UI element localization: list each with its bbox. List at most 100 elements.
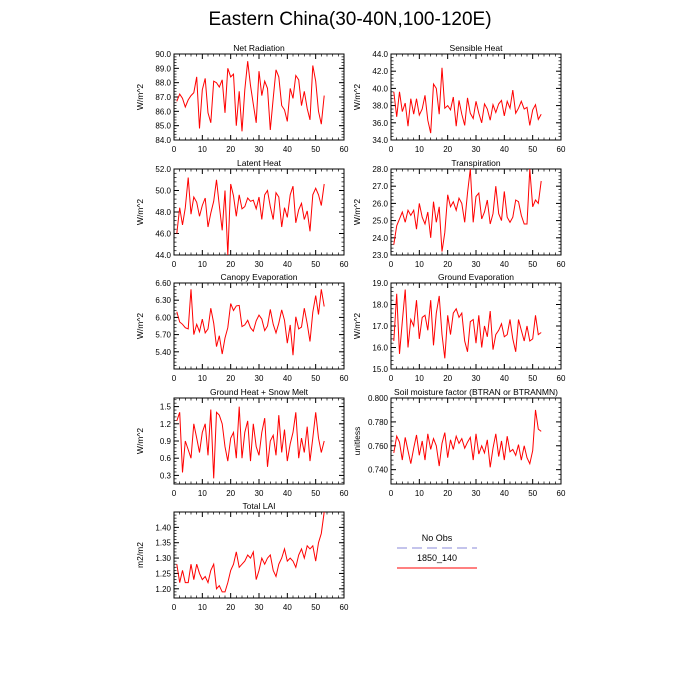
y-tick-label: 0.9 (160, 437, 172, 446)
panel-title: Total LAI (242, 501, 275, 511)
panel-6: Ground Evaporation W/m^2 0 10 20 30 40 50 60 15.0… (352, 272, 566, 383)
panel-title: Transpiration (451, 158, 501, 168)
x-tick-label: 20 (443, 260, 452, 269)
panel-8: Soil moisture factor (BTRAN or BTRANMN) u… (352, 387, 566, 498)
y-tick-label: 6.30 (155, 296, 171, 305)
y-tick-label: 0.3 (160, 471, 172, 480)
x-tick-label: 20 (226, 374, 235, 383)
y-tick-label: 1.2 (160, 420, 172, 429)
panel-title: Soil moisture factor (BTRAN or BTRANMN) (394, 387, 558, 397)
y-tick-label: 1.40 (155, 523, 171, 532)
panel-5: Canopy Evaporation W/m^2 0 10 20 30 40 50 60 5.40… (135, 272, 349, 383)
x-tick-label: 40 (283, 489, 292, 498)
y-axis-label: W/m^2 (352, 313, 362, 339)
y-tick-label: 34.0 (372, 136, 388, 145)
x-tick-label: 10 (198, 489, 207, 498)
legend: No Obs 1850_140 (397, 533, 477, 569)
y-tick-label: 27.0 (372, 182, 388, 191)
panel-7: Ground Heat + Snow Melt W/m^2 0 10 20 30 40 50 6… (135, 387, 349, 498)
y-tick-label: 36.0 (372, 119, 388, 128)
x-tick-label: 50 (311, 145, 320, 154)
plot-frame (173, 282, 345, 370)
series-line-1850_140 (393, 168, 542, 252)
y-tick-label: 40.0 (372, 84, 388, 93)
y-tick-label: 26.0 (372, 199, 388, 208)
x-tick-label: 0 (389, 489, 394, 498)
x-tick-label: 20 (226, 145, 235, 154)
y-tick-label: 1.35 (155, 539, 171, 548)
x-tick-label: 60 (340, 489, 349, 498)
x-tick-label: 10 (198, 603, 207, 612)
y-tick-label: 19.0 (372, 279, 388, 288)
series-line-1850_140 (176, 61, 325, 132)
y-tick-label: 16.0 (372, 344, 388, 353)
x-tick-label: 50 (311, 374, 320, 383)
x-tick-label: 20 (226, 489, 235, 498)
plot-frame (173, 168, 345, 256)
x-tick-label: 50 (528, 145, 537, 154)
y-tick-label: 1.25 (155, 569, 171, 578)
x-tick-label: 30 (472, 260, 481, 269)
y-tick-label: 87.0 (155, 93, 171, 102)
y-tick-label: 84.0 (155, 136, 171, 145)
x-tick-label: 40 (283, 145, 292, 154)
y-tick-label: 15.0 (372, 365, 388, 374)
legend-model-label: 1850_140 (417, 553, 457, 563)
x-tick-label: 0 (172, 603, 177, 612)
x-tick-label: 20 (443, 145, 452, 154)
y-axis-label: m2/m2 (135, 542, 145, 568)
x-tick-label: 40 (283, 374, 292, 383)
x-tick-label: 30 (255, 260, 264, 269)
x-tick-label: 40 (500, 145, 509, 154)
y-tick-label: 89.0 (155, 64, 171, 73)
y-tick-label: 0.780 (368, 418, 389, 427)
x-tick-label: 30 (255, 145, 264, 154)
x-tick-label: 50 (311, 489, 320, 498)
x-tick-label: 50 (528, 374, 537, 383)
x-tick-label: 20 (226, 260, 235, 269)
x-tick-label: 0 (389, 145, 394, 154)
y-tick-label: 28.0 (372, 165, 388, 174)
x-tick-label: 30 (255, 603, 264, 612)
y-tick-label: 6.60 (155, 279, 171, 288)
x-tick-label: 10 (415, 374, 424, 383)
x-tick-label: 40 (283, 260, 292, 269)
x-tick-label: 20 (226, 603, 235, 612)
series-line-1850_140 (176, 511, 325, 593)
y-tick-label: 23.0 (372, 251, 388, 260)
y-tick-label: 0.760 (368, 442, 389, 451)
y-tick-label: 25.0 (372, 217, 388, 226)
x-tick-label: 40 (500, 374, 509, 383)
series-line-1850_140 (393, 289, 542, 359)
y-tick-label: 18.0 (372, 301, 388, 310)
y-tick-label: 44.0 (155, 251, 171, 260)
plot-frame (390, 282, 562, 370)
x-tick-label: 50 (311, 603, 320, 612)
y-tick-label: 1.20 (155, 585, 171, 594)
panel-2: Sensible Heat W/m^2 0 10 20 30 40 50 60 34.0 36.0 3… (352, 43, 566, 154)
y-tick-label: 52.0 (155, 165, 171, 174)
x-tick-label: 20 (443, 374, 452, 383)
x-tick-label: 20 (443, 489, 452, 498)
y-tick-label: 38.0 (372, 102, 388, 111)
x-tick-label: 10 (415, 260, 424, 269)
y-axis-label: W/m^2 (352, 84, 362, 110)
x-tick-label: 10 (198, 260, 207, 269)
panel-title: Latent Heat (237, 158, 282, 168)
y-axis-label: unitless (352, 427, 362, 456)
plot-frame (173, 511, 345, 599)
y-tick-label: 24.0 (372, 234, 388, 243)
panel-1: Net Radiation W/m^2 0 10 20 30 40 50 60 84.0 85.0 8… (135, 43, 349, 154)
x-tick-label: 50 (528, 260, 537, 269)
y-tick-label: 42.0 (372, 67, 388, 76)
y-tick-label: 90.0 (155, 50, 171, 59)
y-tick-label: 17.0 (372, 322, 388, 331)
x-tick-label: 40 (500, 260, 509, 269)
plot-frame (390, 168, 562, 256)
y-axis-label: W/m^2 (135, 428, 145, 454)
plot-frame (390, 53, 562, 141)
y-axis-label: W/m^2 (135, 84, 145, 110)
series-line-1850_140 (393, 409, 542, 468)
panel-3: Latent Heat W/m^2 0 10 20 30 40 50 60 44.0 46.0 48.… (135, 158, 349, 269)
